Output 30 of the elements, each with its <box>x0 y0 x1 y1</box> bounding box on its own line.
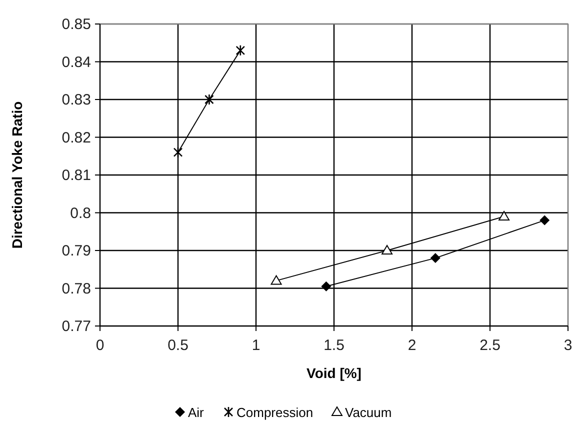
y-tick-label: 0.81 <box>62 167 91 184</box>
y-tick-label: 0.82 <box>62 129 91 146</box>
legend-label: Compression <box>236 405 314 420</box>
x-axis-title: Void [%] <box>306 365 362 381</box>
legend-label: Vacuum <box>345 405 392 420</box>
y-tick-label: 0.85 <box>62 16 91 33</box>
x-tick-label: 0.5 <box>168 337 188 354</box>
point <box>498 211 510 221</box>
x-tick-label: 1.5 <box>324 337 344 354</box>
y-tick-label: 0.77 <box>62 318 91 335</box>
x-tick-label: 0 <box>96 337 104 354</box>
x-tick-label: 3 <box>564 337 572 354</box>
point <box>540 215 550 226</box>
point <box>204 94 214 106</box>
y-tick-label: 0.79 <box>62 242 91 260</box>
point <box>321 281 332 292</box>
legend-label: Air <box>188 405 205 420</box>
y-tick-label: 0.84 <box>62 54 91 71</box>
x-tick-label: 2 <box>408 337 416 354</box>
y-axis-title: Directional Yoke Ratio <box>9 101 25 249</box>
point <box>430 253 440 264</box>
x-tick-label: 2.5 <box>480 337 500 354</box>
point <box>382 245 393 254</box>
y-tick-label: 0.78 <box>62 280 91 298</box>
point <box>270 275 282 285</box>
x-tick-label: 1 <box>252 337 260 354</box>
y-tick-label: 0.83 <box>62 92 91 108</box>
point <box>236 44 246 56</box>
point <box>173 146 183 158</box>
y-tick-label: 0.8 <box>70 204 91 222</box>
